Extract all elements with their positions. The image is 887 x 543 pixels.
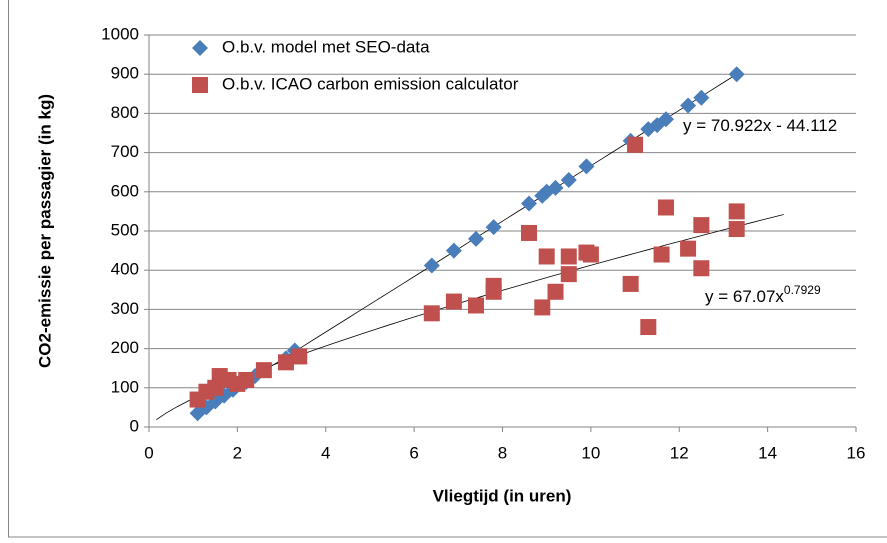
y-tick-label: 200	[111, 338, 139, 357]
marker	[623, 276, 639, 292]
marker	[256, 362, 272, 378]
marker	[548, 284, 564, 300]
trendline-equation: y = 70.922x - 44.112	[683, 116, 837, 135]
y-tick-label: 300	[111, 299, 139, 318]
marker	[291, 348, 307, 364]
legend-marker	[192, 77, 208, 93]
x-tick-label: 8	[498, 443, 507, 462]
equation-exponent: 0.7929	[784, 283, 821, 297]
marker	[534, 299, 550, 315]
equation-text: y = 70.922x - 44.112	[683, 116, 837, 135]
marker	[693, 260, 709, 276]
x-tick-label: 0	[144, 443, 153, 462]
marker	[238, 372, 254, 388]
marker	[539, 248, 555, 264]
marker	[627, 137, 643, 153]
marker	[654, 247, 670, 263]
x-axis-label: Vliegtijd (in uren)	[433, 486, 572, 505]
y-axis-label: CO2-emissie per passagier (in kg)	[35, 94, 54, 368]
x-tick-label: 6	[409, 443, 418, 462]
marker	[424, 305, 440, 321]
marker	[583, 247, 599, 263]
marker	[729, 203, 745, 219]
x-tick-label: 12	[670, 443, 689, 462]
x-tick-label: 4	[321, 443, 330, 462]
marker	[658, 199, 674, 215]
x-tick-label: 14	[758, 443, 777, 462]
y-tick-label: 900	[111, 64, 139, 83]
y-tick-label: 400	[111, 260, 139, 279]
y-tick-label: 1000	[101, 24, 139, 43]
marker	[561, 266, 577, 282]
y-tick-label: 700	[111, 142, 139, 161]
x-tick-label: 16	[847, 443, 866, 462]
x-tick-label: 10	[581, 443, 600, 462]
marker	[486, 278, 502, 294]
y-tick-label: 600	[111, 181, 139, 200]
legend-label: O.b.v. model met SEO-data	[222, 37, 430, 56]
y-tick-label: 0	[130, 416, 139, 435]
marker	[693, 217, 709, 233]
x-tick-label: 2	[233, 443, 242, 462]
marker	[468, 297, 484, 313]
marker	[446, 294, 462, 310]
marker	[640, 319, 656, 335]
y-tick-label: 800	[111, 103, 139, 122]
y-tick-label: 500	[111, 220, 139, 239]
marker	[561, 248, 577, 264]
marker	[729, 221, 745, 237]
equation-text: y = 67.07x	[705, 287, 784, 306]
legend-label: O.b.v. ICAO carbon emission calculator	[222, 74, 519, 93]
y-tick-label: 100	[111, 377, 139, 396]
marker	[521, 225, 537, 241]
marker	[680, 241, 696, 257]
